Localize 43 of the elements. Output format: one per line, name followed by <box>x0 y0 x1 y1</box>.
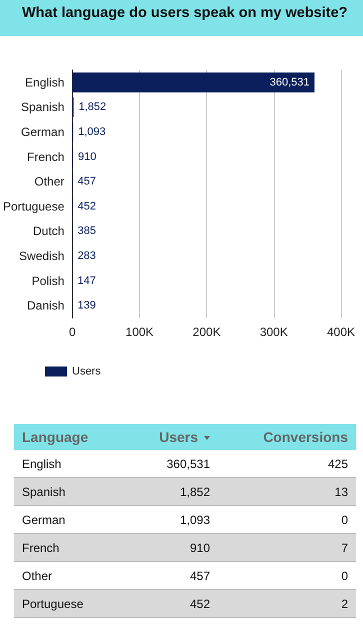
data-label: 360,531 <box>166 456 211 472</box>
y-tick-label: French <box>27 150 64 164</box>
x-tick-label: 0 <box>69 325 76 339</box>
y-tick-label: Dutch <box>33 224 64 238</box>
data-label: 1,852 <box>78 101 106 114</box>
x-tick-label: 400K <box>326 325 356 339</box>
data-label: 2 <box>218 590 356 618</box>
data-label: 147 <box>77 274 96 287</box>
text: Users <box>126 424 218 450</box>
data-label: 139 <box>77 300 96 312</box>
y-tick-label: English <box>25 75 64 90</box>
x-tick-label: 200K <box>192 325 221 339</box>
data-label: 452 <box>126 590 218 618</box>
data-label: 457 <box>188 568 211 584</box>
data-label: 452 <box>78 200 96 212</box>
x-tick-label: 300K <box>260 325 288 339</box>
data-label: 283 <box>78 250 96 262</box>
y-tick-label: Spanish <box>21 100 64 114</box>
y-tick-label: Danish <box>27 298 64 313</box>
bar <box>72 72 314 92</box>
data-label: 1,093 <box>78 126 106 138</box>
y-tick-label: Other <box>34 174 64 189</box>
data-label: 385 <box>78 225 96 238</box>
data-label: 13 <box>218 478 356 506</box>
text: Conversions <box>218 424 356 450</box>
data-label: 425 <box>326 456 349 472</box>
text: Language <box>14 424 126 450</box>
data-label: 910 <box>78 150 96 163</box>
data-label: 0 <box>340 568 349 584</box>
y-tick-label: Swedish <box>19 249 64 263</box>
y-tick-label: Polish <box>32 274 64 288</box>
data-label: 7 <box>218 534 356 562</box>
data-label: 1,852 <box>126 478 218 506</box>
y-tick-label: Portuguese <box>2 199 65 214</box>
x-tick-label: 100K <box>126 325 154 339</box>
data-label: 360,531 <box>270 76 310 88</box>
data-label: 0 <box>340 512 349 528</box>
data-label: 910 <box>126 534 218 562</box>
y-tick-label: German <box>21 125 64 139</box>
chart-title: What language do users speak on my website? <box>0 0 363 36</box>
legend-label: Users <box>72 366 102 378</box>
data-label: 457 <box>78 176 96 188</box>
data-label: 1,093 <box>178 512 211 528</box>
